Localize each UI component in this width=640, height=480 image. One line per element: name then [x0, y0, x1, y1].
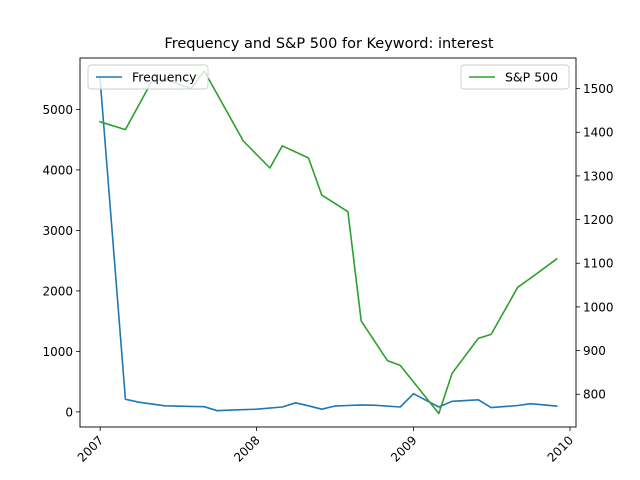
left-y-tick-label: 1000: [42, 345, 73, 359]
x-tick-label: 2008: [231, 433, 262, 464]
left-y-tick-label: 2000: [42, 284, 73, 298]
sp500-series-line: [99, 70, 558, 415]
plot-frame: [79, 57, 577, 428]
x-tick-label: 2007: [75, 433, 106, 464]
left-y-tick-label: 0: [65, 405, 73, 419]
chart-title: Frequency and S&P 500 for Keyword: inter…: [164, 36, 493, 52]
left-y-tick-label: 3000: [42, 224, 73, 238]
frequency-series-line: [99, 78, 558, 412]
right-y-tick-label: 900: [583, 344, 606, 358]
x-tick-label: 2010: [545, 433, 576, 464]
right-y-tick-label: 1200: [583, 213, 614, 227]
legend-sp500: S&P 500: [460, 64, 570, 90]
left-y-tick-label: 5000: [42, 103, 73, 117]
right-y-tick-label: 1100: [583, 257, 614, 271]
right-y-tick-label: 1400: [583, 126, 614, 140]
x-tick-label: 2009: [388, 433, 419, 464]
legend-sp500-box: [460, 64, 570, 90]
right-y-tick-label: 1300: [583, 169, 614, 183]
right-y-tick-label: 1500: [583, 82, 614, 96]
right-y-tick-label: 800: [583, 388, 606, 402]
legend-frequency-label: Frequency: [132, 70, 197, 85]
right-y-tick-label: 1000: [583, 300, 614, 314]
legend-frequency: Frequency: [87, 64, 209, 90]
left-y-tick-label: 4000: [42, 163, 73, 177]
legend-sp500-label: S&P 500: [505, 70, 558, 85]
legend-frequency-box: [87, 64, 209, 90]
